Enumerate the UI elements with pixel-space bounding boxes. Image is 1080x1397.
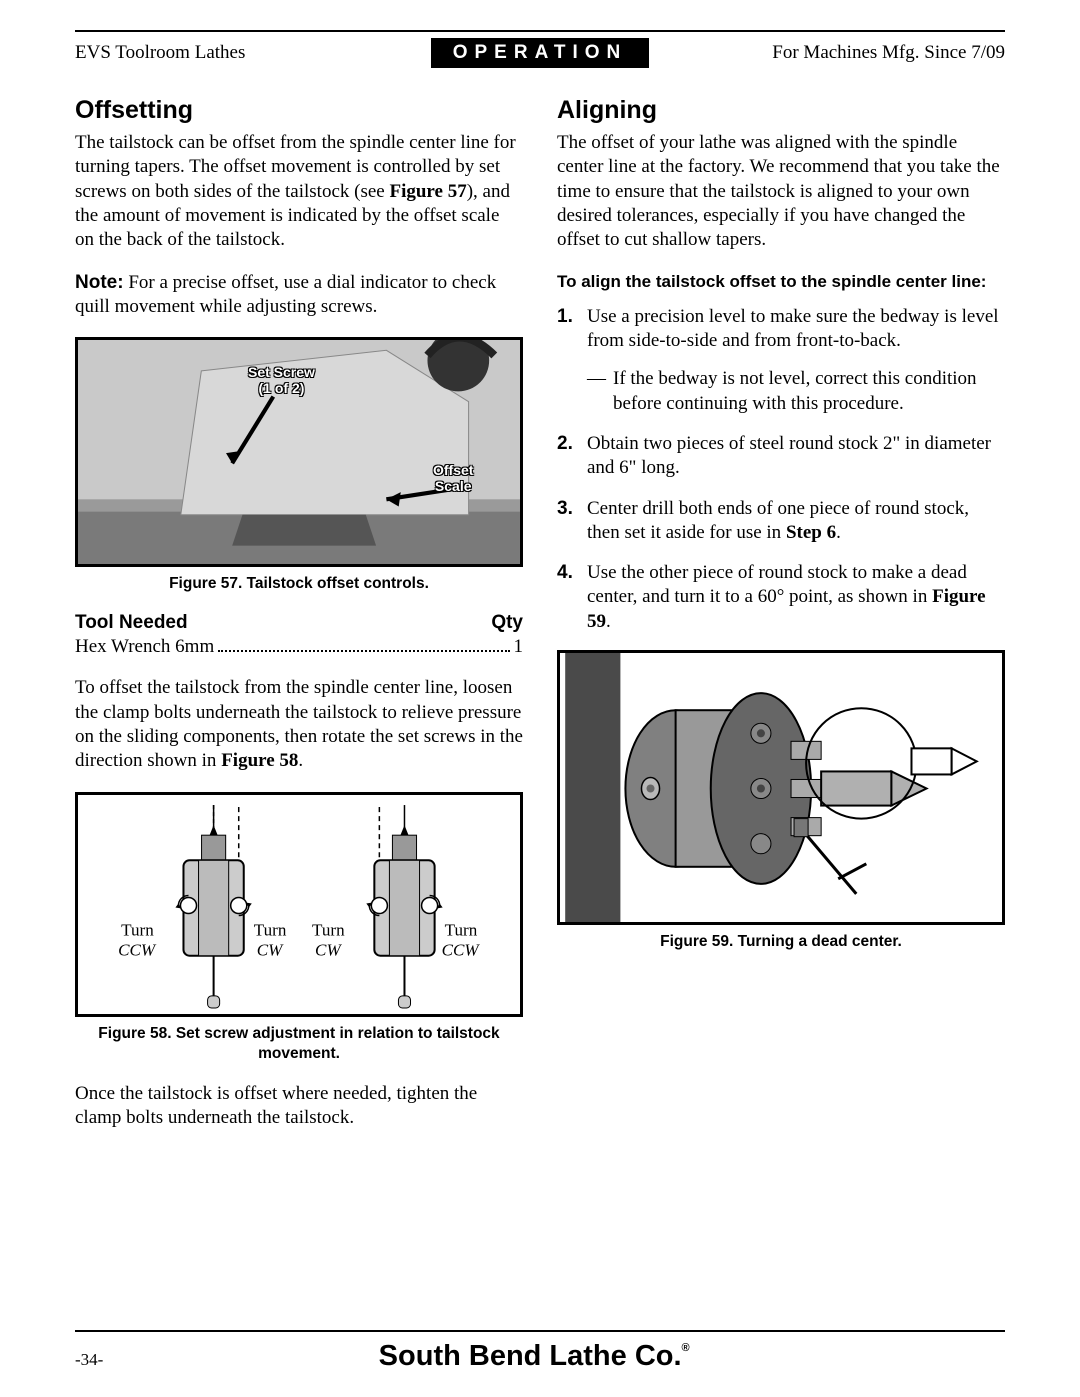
s3b: Step 6 xyxy=(786,522,836,543)
step-1-num: 1. xyxy=(557,305,587,416)
svg-text:CCW: CCW xyxy=(118,940,157,959)
brand-text: South Bend Lathe Co. xyxy=(379,1340,682,1372)
step-2-num: 2. xyxy=(557,432,587,481)
step-3-text: Center drill both ends of one piece of r… xyxy=(587,497,1005,546)
offsetting-p3: Once the tailstock is offset where neede… xyxy=(75,1082,523,1131)
fig57-caption: Figure 57. Tailstock offset controls. xyxy=(75,574,523,594)
tool-header-row: Tool Needed Qty xyxy=(75,612,523,634)
offsetting-p1: The tailstock can be offset from the spi… xyxy=(75,131,523,253)
step-1-sub: — If the bedway is not level, correct th… xyxy=(587,367,1005,416)
tool-item-name: Hex Wrench 6mm xyxy=(75,636,214,658)
offsetting-note: Note: For a precise offset, use a dial i… xyxy=(75,271,523,320)
left-column: Offsetting The tailstock can be offset f… xyxy=(75,96,523,1130)
svg-text:CW: CW xyxy=(315,940,342,959)
step-4-text: Use the other piece of round stock to ma… xyxy=(587,561,1005,634)
note-body: For a precise offset, use a dial indicat… xyxy=(75,272,496,317)
header-left: EVS Toolroom Lathes xyxy=(75,42,431,64)
step-3: 3. Center drill both ends of one piece o… xyxy=(557,497,1005,546)
svg-text:Turn: Turn xyxy=(445,920,478,939)
step-1: 1. Use a precision level to make sure th… xyxy=(557,305,1005,416)
fig57-label-offsetscale: OffsetScale xyxy=(433,462,473,494)
aligning-subhead: To align the tailstock offset to the spi… xyxy=(557,271,1005,293)
fig58-caption: Figure 58. Set screw adjustment in relat… xyxy=(75,1024,523,1064)
heading-offsetting: Offsetting xyxy=(75,96,523,125)
step-4-num: 4. xyxy=(557,561,587,634)
fig59-caption: Figure 59. Turning a dead center. xyxy=(557,932,1005,952)
figure-58: Turn CCW Turn CW xyxy=(75,792,523,1017)
svg-text:Turn: Turn xyxy=(254,920,287,939)
top-rule xyxy=(75,30,1005,32)
figure-57: Set Screw(1 of 2) OffsetScale xyxy=(75,337,523,567)
step-3-num: 3. xyxy=(557,497,587,546)
s1: Use a precision level to make sure the b… xyxy=(587,306,999,351)
s3c: . xyxy=(836,522,841,543)
s4c: . xyxy=(606,611,611,632)
header-badge: OPERATION xyxy=(431,38,650,68)
s1-dash: — xyxy=(587,367,613,416)
header-right: For Machines Mfg. Since 7/09 xyxy=(649,42,1005,64)
step-4: 4. Use the other piece of round stock to… xyxy=(557,561,1005,634)
s3a: Center drill both ends of one piece of r… xyxy=(587,498,969,543)
right-column: Aligning The offset of your lathe was al… xyxy=(557,96,1005,1130)
s1-sub-text: If the bedway is not level, correct this… xyxy=(613,367,1005,416)
p2c: . xyxy=(298,750,303,771)
s2: Obtain two pieces of steel round stock 2… xyxy=(587,432,1005,481)
svg-text:Turn: Turn xyxy=(121,920,154,939)
fig57-ref: Figure 57 xyxy=(389,181,466,202)
tool-needed-label: Tool Needed xyxy=(75,612,188,634)
content-columns: Offsetting The tailstock can be offset f… xyxy=(75,96,1005,1130)
figure-59 xyxy=(557,650,1005,925)
svg-text:CCW: CCW xyxy=(442,940,481,959)
step-1-text: Use a precision level to make sure the b… xyxy=(587,305,1005,416)
tool-item-qty: 1 xyxy=(514,636,524,658)
fig57-label-setscrew: Set Screw(1 of 2) xyxy=(248,364,315,396)
tool-item-row: Hex Wrench 6mm 1 xyxy=(75,636,523,658)
svg-text:CW: CW xyxy=(257,940,284,959)
page-header: EVS Toolroom Lathes OPERATION For Machin… xyxy=(75,38,1005,68)
page-footer: -34- South Bend Lathe Co.® xyxy=(75,1330,1005,1373)
fig58-ref: Figure 58 xyxy=(221,750,298,771)
aligning-steps: 1. Use a precision level to make sure th… xyxy=(557,305,1005,634)
brand-name: South Bend Lathe Co.® xyxy=(103,1340,965,1373)
registered-icon: ® xyxy=(682,1342,690,1354)
footer-row: -34- South Bend Lathe Co.® xyxy=(75,1340,1005,1373)
tool-dots xyxy=(218,650,509,652)
step-2: 2. Obtain two pieces of steel round stoc… xyxy=(557,432,1005,481)
page-number: -34- xyxy=(75,1350,103,1370)
qty-label: Qty xyxy=(491,612,523,634)
note-label: Note: xyxy=(75,272,124,293)
footer-rule xyxy=(75,1330,1005,1332)
heading-aligning: Aligning xyxy=(557,96,1005,125)
svg-text:Turn: Turn xyxy=(312,920,345,939)
s4a: Use the other piece of round stock to ma… xyxy=(587,562,967,607)
offsetting-p2: To offset the tailstock from the spindle… xyxy=(75,676,523,773)
aligning-p1: The offset of your lathe was aligned wit… xyxy=(557,131,1005,253)
